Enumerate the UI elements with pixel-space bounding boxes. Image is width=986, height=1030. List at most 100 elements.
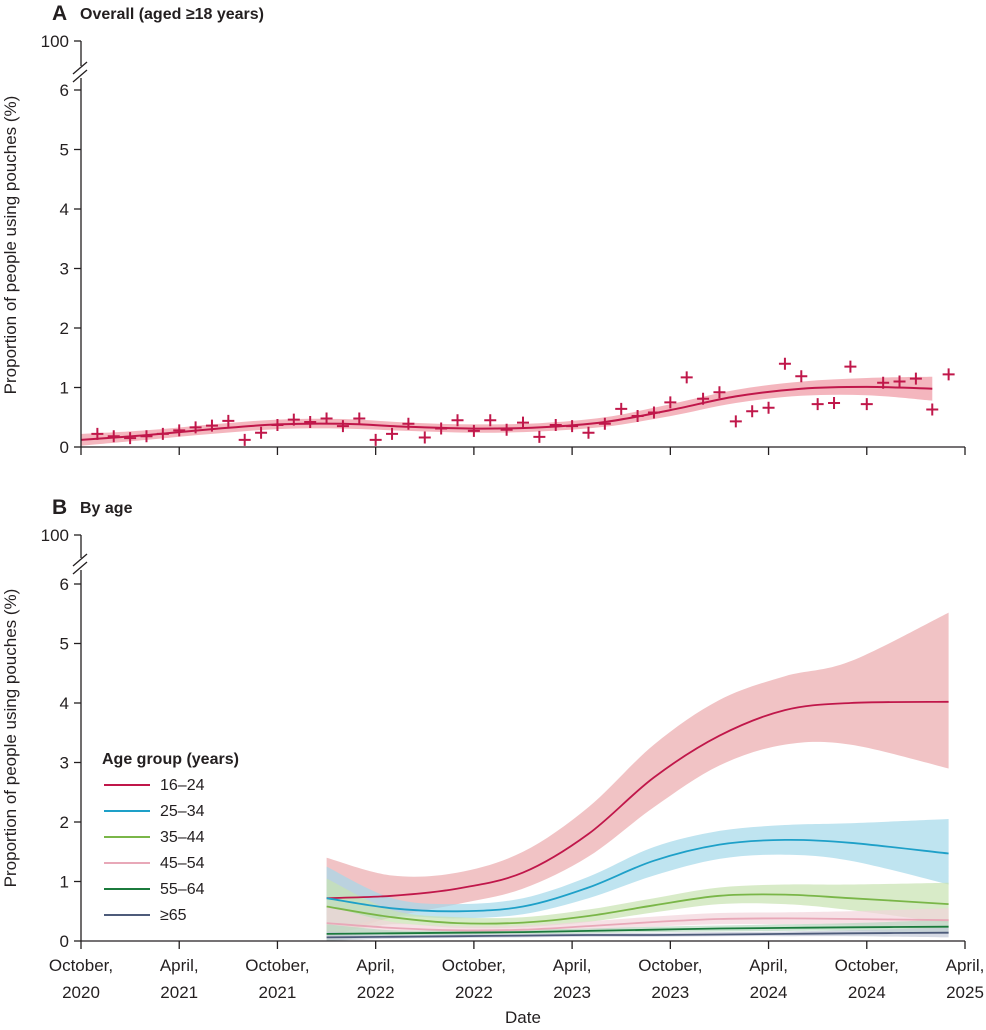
y-tick-label: 1 <box>60 873 69 892</box>
observed-point <box>205 419 218 432</box>
y-tick-label-break: 100 <box>41 526 69 545</box>
x-axis-label: Date <box>505 1008 541 1027</box>
legend-label: 45–54 <box>160 855 205 872</box>
observed-point <box>533 430 546 443</box>
observed-point <box>664 396 677 409</box>
axis-break-mark <box>72 561 88 575</box>
observed-point <box>484 414 497 427</box>
observed-point <box>680 371 693 384</box>
observed-point <box>353 412 366 425</box>
y-tick-label: 3 <box>60 754 69 773</box>
series-line <box>326 925 949 935</box>
x-tick-label: 2020 <box>62 983 100 1002</box>
series-line <box>326 700 949 900</box>
panel-a-letter: A <box>52 2 67 25</box>
observed-point <box>304 416 317 429</box>
y-tick-label: 6 <box>60 575 69 594</box>
panel-b-title: By age <box>80 500 133 517</box>
observed-point <box>189 421 202 434</box>
x-tick-label: 2024 <box>750 983 788 1002</box>
x-tick-label: October, <box>442 956 506 975</box>
panel-a-ylabel: Proportion of people using pouches (%) <box>1 96 20 395</box>
observed-point <box>435 422 448 435</box>
observed-point <box>566 420 579 433</box>
series-line <box>326 893 949 925</box>
observed-point <box>517 416 529 429</box>
series-line <box>326 917 949 932</box>
observed-point <box>467 424 480 437</box>
confidence-band <box>326 612 949 938</box>
legend-label: 55–64 <box>160 881 205 898</box>
series-line <box>326 931 949 939</box>
observed-point <box>549 418 562 431</box>
y-tick-label: 0 <box>60 438 69 457</box>
observed-point <box>91 427 104 440</box>
series-line <box>326 838 949 913</box>
x-tick-label: April, <box>946 956 985 975</box>
observed-point <box>124 432 137 445</box>
observed-point <box>336 420 349 433</box>
legend: Age group (years) 16–24 25–34 35–44 45–54 55… <box>102 751 239 924</box>
x-tick-label: 2022 <box>455 983 493 1002</box>
axis-break-mark <box>72 553 88 567</box>
observed-point <box>713 386 726 399</box>
panel-b: B By age Proportion of people using pouc… <box>1 496 984 1027</box>
y-tick-label: 4 <box>60 694 69 713</box>
x-tick-label: 2025 <box>946 983 984 1002</box>
y-tick-label: 0 <box>60 932 69 951</box>
axis-break-mark <box>72 61 88 75</box>
observed-point <box>238 433 251 446</box>
observed-point <box>582 426 595 439</box>
observed-point <box>271 418 284 431</box>
observed-point <box>746 405 759 418</box>
observed-point <box>418 431 431 444</box>
x-tick-label: 2022 <box>357 983 395 1002</box>
observed-point <box>647 406 660 419</box>
observed-point <box>762 401 775 414</box>
panel-a-title: Overall (aged ≥18 years) <box>80 6 264 23</box>
observed-point <box>369 433 382 446</box>
x-tick-label: 2021 <box>259 983 297 1002</box>
legend-label: ≥65 <box>160 907 187 924</box>
y-tick-label-break: 100 <box>41 32 69 51</box>
observed-point <box>844 360 857 373</box>
x-tick-label: October, <box>49 956 113 975</box>
y-tick-label: 2 <box>60 813 69 832</box>
x-tick-label: April, <box>749 956 788 975</box>
panel-a-plot: 100 0 1 2 3 4 5 6 <box>41 32 966 457</box>
observed-point <box>320 412 333 425</box>
y-tick-label: 5 <box>60 141 69 160</box>
x-tick-label: 2024 <box>848 983 886 1002</box>
x-tick-label: October, <box>638 956 702 975</box>
y-tick-label: 1 <box>60 379 69 398</box>
observed-point <box>222 414 235 427</box>
observed-point <box>909 372 922 385</box>
observed-point <box>107 430 120 443</box>
y-tick-label: 3 <box>60 260 69 279</box>
observed-point <box>778 357 791 370</box>
observed-point <box>811 398 824 411</box>
x-tick-label: April, <box>553 956 592 975</box>
panel-b-plot: 100 0 1 2 3 4 5 6 October, 2020 April, 2021 October,… <box>41 526 985 1002</box>
observed-point <box>615 402 628 415</box>
observed-point <box>255 426 268 439</box>
confidence-bands <box>326 612 949 941</box>
x-tick-label: 2023 <box>553 983 591 1002</box>
observed-point <box>386 427 399 440</box>
observed-point <box>598 417 611 430</box>
observed-point <box>860 398 873 411</box>
observed-point <box>926 403 939 416</box>
x-tick-label: October, <box>245 956 309 975</box>
panel-b-ylabel: Proportion of people using pouches (%) <box>1 589 20 888</box>
x-tick-label: April, <box>356 956 395 975</box>
observed-point <box>893 375 906 388</box>
legend-label: 25–34 <box>160 803 205 820</box>
legend-label: 35–44 <box>160 829 205 846</box>
x-tick-label: 2021 <box>160 983 198 1002</box>
panel-a: A Overall (aged ≥18 years) Proportion of… <box>1 2 966 457</box>
observed-point <box>795 370 808 383</box>
observed-point <box>451 414 464 427</box>
observed-point <box>877 376 890 389</box>
legend-title: Age group (years) <box>102 751 239 768</box>
